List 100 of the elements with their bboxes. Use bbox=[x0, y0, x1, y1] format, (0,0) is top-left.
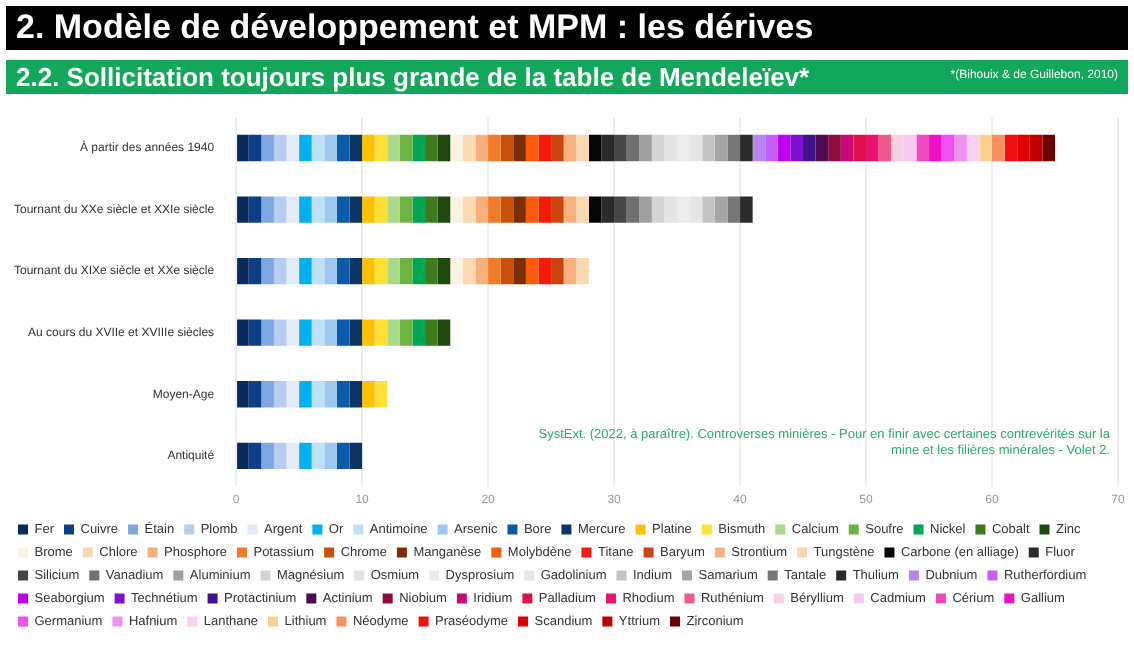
bar bbox=[399, 196, 413, 223]
bar bbox=[374, 319, 388, 346]
bar bbox=[273, 381, 287, 408]
bar bbox=[601, 196, 615, 223]
bar bbox=[336, 196, 350, 223]
bar bbox=[336, 442, 350, 469]
bar bbox=[979, 134, 993, 162]
bar bbox=[551, 134, 564, 162]
bar bbox=[500, 196, 514, 223]
bar bbox=[261, 257, 274, 285]
bar bbox=[349, 257, 363, 285]
bar bbox=[916, 134, 930, 162]
bar bbox=[248, 257, 262, 285]
bar bbox=[702, 196, 715, 223]
bar bbox=[324, 257, 337, 285]
bar bbox=[437, 257, 451, 285]
bar bbox=[387, 257, 400, 285]
bar bbox=[261, 196, 274, 223]
bar bbox=[551, 257, 564, 285]
bar bbox=[399, 257, 413, 285]
bar bbox=[336, 319, 350, 346]
bar bbox=[803, 134, 816, 162]
bar bbox=[362, 196, 375, 223]
bar bbox=[237, 196, 249, 223]
bar bbox=[714, 196, 728, 223]
bar bbox=[336, 134, 350, 162]
bar bbox=[374, 196, 388, 223]
bar bbox=[513, 257, 526, 285]
bar bbox=[324, 319, 337, 346]
bar bbox=[538, 196, 552, 223]
bar bbox=[500, 134, 514, 162]
bar bbox=[576, 196, 589, 223]
bar bbox=[1029, 134, 1043, 162]
bar bbox=[815, 134, 829, 162]
bar bbox=[412, 319, 426, 346]
bar bbox=[273, 257, 287, 285]
bar bbox=[866, 134, 879, 162]
bar bbox=[475, 257, 489, 285]
bar bbox=[462, 196, 476, 223]
bar bbox=[248, 134, 262, 162]
bar bbox=[387, 319, 400, 346]
bar bbox=[237, 381, 249, 408]
bar bbox=[237, 442, 249, 469]
bar bbox=[324, 196, 337, 223]
bar bbox=[702, 134, 715, 162]
bar bbox=[261, 442, 274, 469]
bar bbox=[626, 134, 640, 162]
bar bbox=[273, 196, 287, 223]
bar bbox=[777, 134, 791, 162]
bar bbox=[399, 319, 413, 346]
bar bbox=[462, 134, 476, 162]
bar bbox=[286, 196, 300, 223]
bar bbox=[237, 319, 249, 346]
bar bbox=[374, 381, 388, 408]
bar bbox=[488, 134, 501, 162]
bar bbox=[324, 134, 337, 162]
bar bbox=[349, 134, 363, 162]
bar bbox=[349, 381, 363, 408]
bar bbox=[1017, 134, 1030, 162]
bar bbox=[425, 196, 438, 223]
bar bbox=[488, 257, 501, 285]
bar bbox=[853, 134, 867, 162]
bar bbox=[299, 134, 312, 162]
bar bbox=[525, 134, 539, 162]
bar bbox=[261, 319, 274, 346]
bar bbox=[828, 134, 841, 162]
bar bbox=[437, 196, 451, 223]
bar bbox=[311, 196, 325, 223]
bar bbox=[614, 134, 627, 162]
bar bbox=[450, 257, 463, 285]
bar bbox=[336, 257, 350, 285]
bar bbox=[237, 134, 249, 162]
bar bbox=[1042, 134, 1056, 162]
bar bbox=[651, 134, 665, 162]
bar bbox=[929, 134, 942, 162]
bar bbox=[941, 134, 955, 162]
bar bbox=[286, 319, 300, 346]
bar bbox=[336, 381, 350, 408]
bar bbox=[563, 257, 577, 285]
bar bbox=[954, 134, 967, 162]
bar bbox=[475, 134, 489, 162]
bar bbox=[299, 442, 312, 469]
bar bbox=[639, 134, 652, 162]
bar bbox=[362, 134, 375, 162]
bar bbox=[374, 134, 388, 162]
bar bbox=[412, 257, 426, 285]
bar bbox=[1004, 134, 1018, 162]
bar bbox=[387, 134, 400, 162]
bar bbox=[840, 134, 854, 162]
bar bbox=[412, 196, 426, 223]
bar bbox=[273, 134, 287, 162]
bar bbox=[299, 257, 312, 285]
bar bbox=[614, 196, 627, 223]
bar bbox=[626, 196, 640, 223]
bar bbox=[324, 381, 337, 408]
bar bbox=[639, 196, 652, 223]
bar bbox=[425, 257, 438, 285]
bar bbox=[362, 257, 375, 285]
bar bbox=[588, 196, 602, 223]
bar bbox=[425, 319, 438, 346]
